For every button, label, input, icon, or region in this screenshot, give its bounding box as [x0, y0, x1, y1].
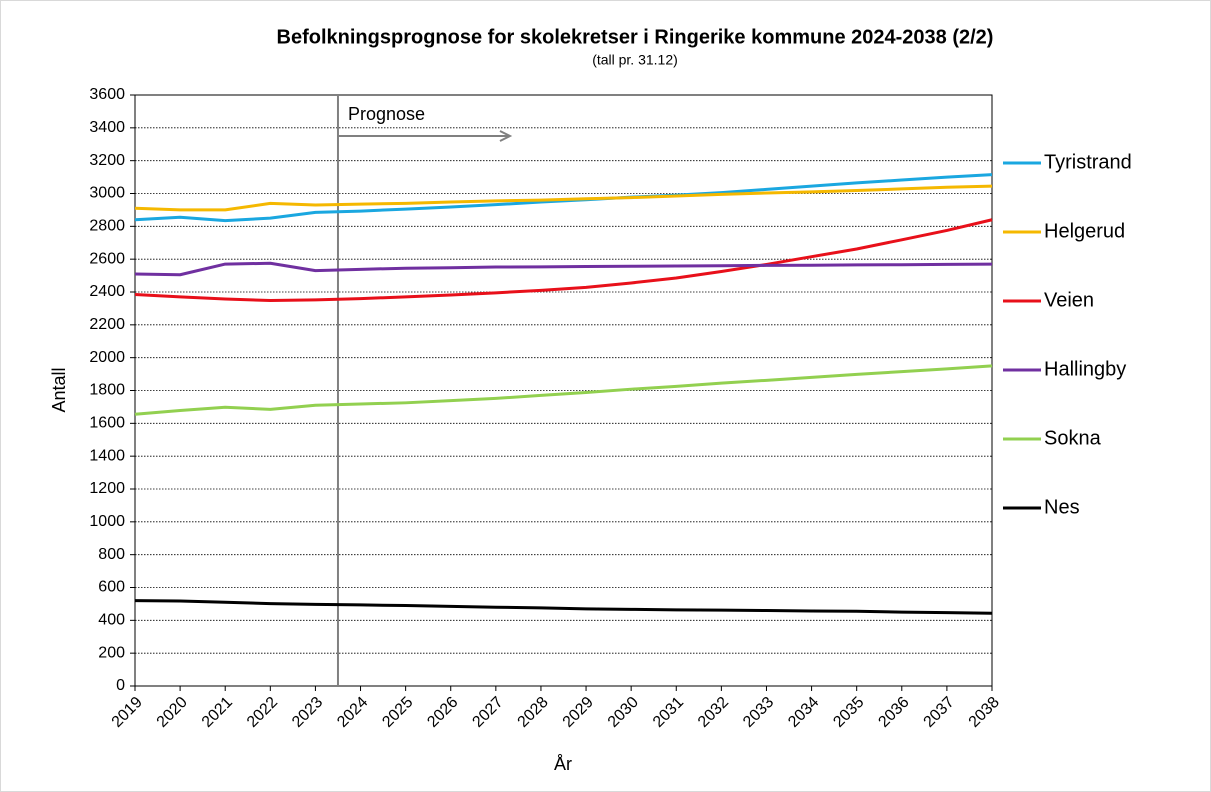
legend-label: Veien [1044, 289, 1094, 311]
series-line [134, 261, 993, 277]
y-tick-label: 1800 [89, 382, 125, 399]
y-tick-label: 2400 [89, 283, 125, 300]
series-line [134, 364, 993, 416]
annotation-arrowhead [499, 130, 513, 142]
y-tick-label: 3200 [89, 152, 125, 169]
y-tick-label: 2600 [89, 250, 125, 267]
series-line [134, 599, 993, 615]
series-line [134, 184, 993, 212]
x-axis-label: År [554, 754, 572, 774]
y-tick-label: 2200 [89, 316, 125, 333]
y-tick-label: 1200 [89, 480, 125, 497]
chart-title: Befolkningsprognose for skolekretser i R… [277, 26, 994, 48]
y-tick-label: 3600 [89, 86, 125, 103]
y-tick-label: 200 [98, 644, 125, 661]
legend-label: Sokna [1044, 427, 1102, 449]
y-tick-label: 0 [116, 677, 125, 694]
y-tick-label: 1600 [89, 415, 125, 432]
plot-border [134, 94, 993, 687]
y-tick-label: 1000 [89, 513, 125, 530]
y-tick-label: 2000 [89, 349, 125, 366]
y-tick-label: 400 [98, 612, 125, 629]
y-axis-label: Antall [49, 367, 69, 412]
y-tick-label: 3000 [89, 185, 125, 202]
chart-subtitle: (tall pr. 31.12) [592, 52, 678, 68]
y-tick-label: 1400 [89, 447, 125, 464]
y-tick-label: 600 [98, 579, 125, 596]
y-tick-label: 800 [98, 546, 125, 563]
legend-label: Hallingby [1044, 358, 1126, 380]
legend-label: Nes [1044, 496, 1080, 518]
legend-label: Helgerud [1044, 220, 1125, 242]
annotation: Prognose [348, 104, 425, 124]
y-tick-label: 2800 [89, 218, 125, 235]
series-line [134, 218, 993, 303]
y-tick-label: 3400 [89, 119, 125, 136]
legend-label: Tyristrand [1044, 151, 1132, 173]
